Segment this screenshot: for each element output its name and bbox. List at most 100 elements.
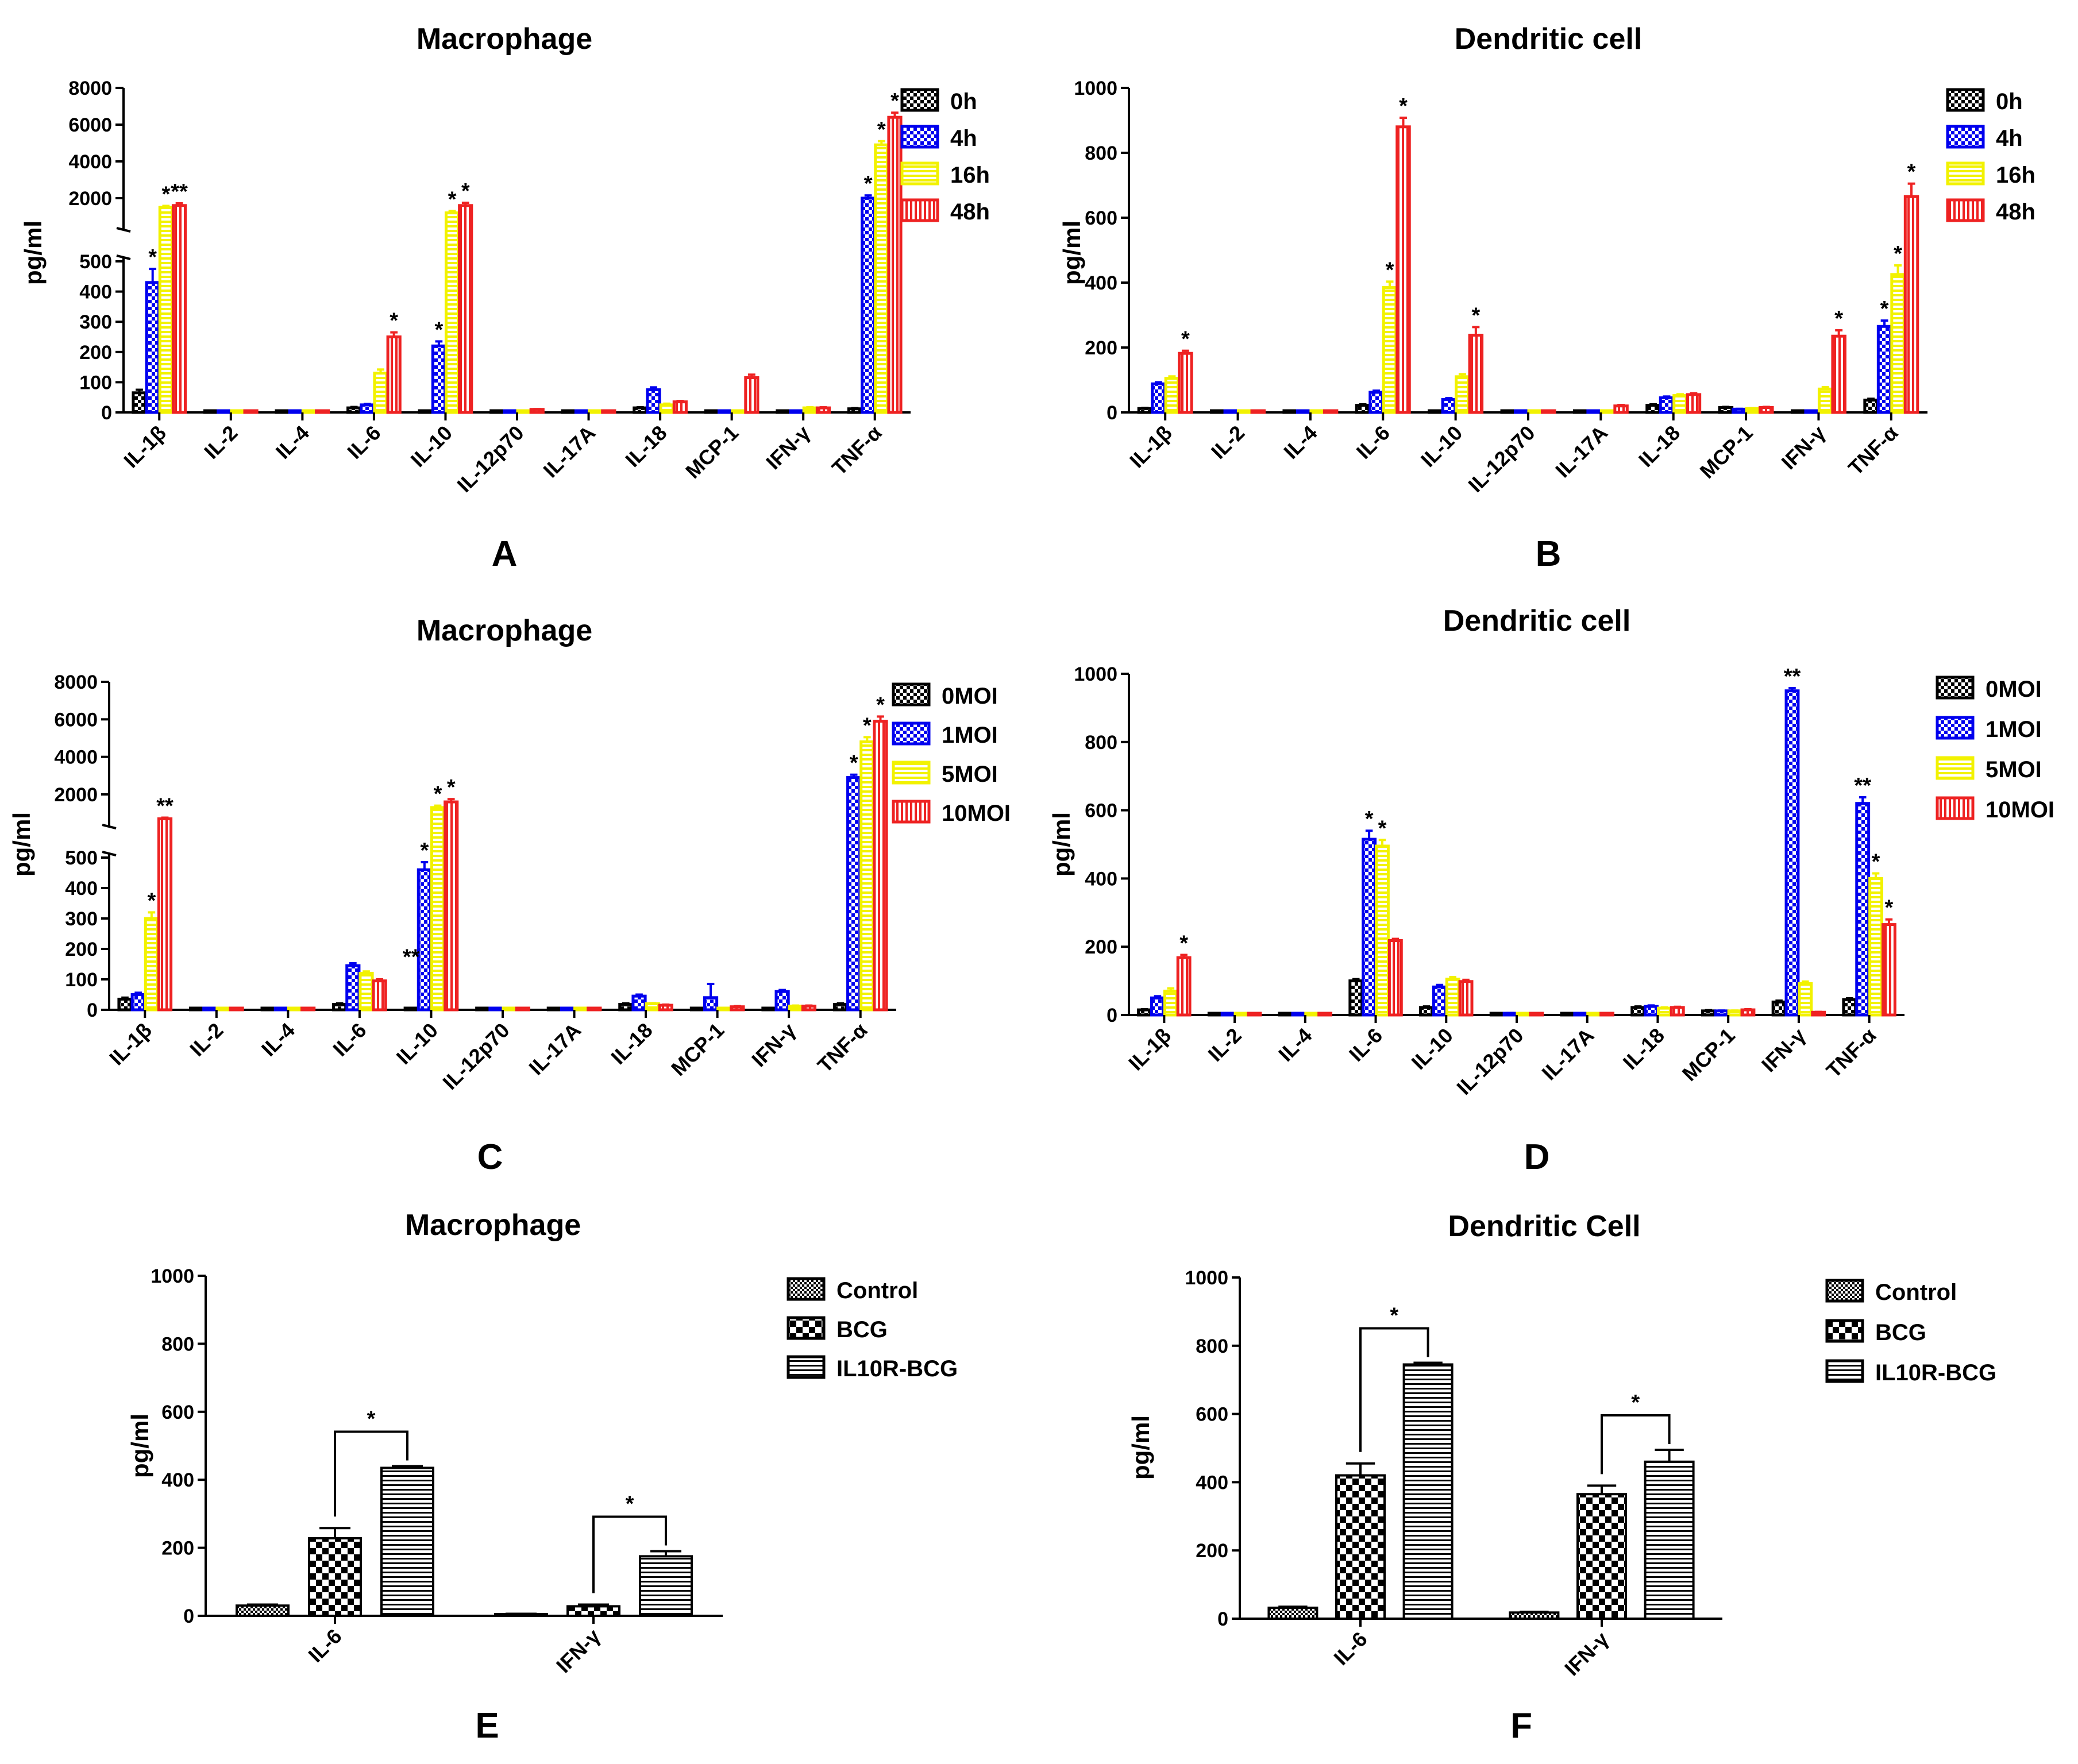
bar-10MOI-IL-1β bbox=[157, 817, 173, 1012]
x-tick-label: IL-17A bbox=[538, 421, 600, 483]
legend-label: 10MOI bbox=[1986, 797, 2054, 823]
y-tick-label: 0 bbox=[1107, 402, 1117, 424]
bar-5MOI-IFN-γ bbox=[1798, 982, 1813, 1017]
significance-star: ** bbox=[156, 794, 174, 819]
legend-label: Control bbox=[1875, 1280, 1957, 1305]
significance-star: * bbox=[1378, 816, 1387, 840]
significance-star: * bbox=[390, 309, 398, 333]
panel-letter: A bbox=[492, 534, 518, 574]
bar-4h-IL-17A bbox=[1586, 409, 1602, 414]
y-tick-label: 0 bbox=[183, 1605, 194, 1627]
bar-48h-IL-18 bbox=[672, 400, 688, 414]
bar-0h-IL-2 bbox=[1210, 409, 1225, 414]
bar-1MOI-IL-17A bbox=[560, 1006, 576, 1012]
bar-16h-IL-2 bbox=[230, 409, 245, 414]
bar-4h-IL-4 bbox=[1296, 409, 1312, 414]
legend-label: 0MOI bbox=[1986, 677, 2042, 702]
significance-star: * bbox=[448, 187, 457, 211]
y-axis-label: pg/ml bbox=[20, 221, 47, 285]
legend-label: 5MOI bbox=[1986, 757, 2042, 782]
legend-swatch bbox=[1936, 756, 1975, 780]
chart-title: Dendritic Cell bbox=[1448, 1210, 1640, 1243]
bar-48h-IL-1β bbox=[171, 204, 187, 414]
x-tick-label: IL-18 bbox=[1618, 1024, 1669, 1074]
legend-swatch bbox=[900, 88, 939, 112]
x-tick-label: IL-12p70 bbox=[1463, 421, 1539, 497]
legend-swatch bbox=[1946, 198, 1985, 222]
legend-label: 1MOI bbox=[942, 723, 998, 748]
significance-star: * bbox=[1885, 896, 1894, 920]
significance-star: * bbox=[1179, 931, 1188, 955]
significance-star: * bbox=[1181, 327, 1190, 352]
bar-0h-MCP-1 bbox=[1718, 406, 1734, 414]
y-tick-label: 8000 bbox=[54, 671, 98, 693]
bar-5MOI-TNF-α bbox=[859, 740, 875, 1012]
bar-0MOI-IFN-γ bbox=[1771, 1000, 1787, 1017]
legend-swatch bbox=[892, 721, 931, 746]
bar-0MOI-TNF-α bbox=[832, 1002, 849, 1012]
bar-0h-IL-12p70 bbox=[1500, 409, 1516, 414]
legend-label: Control bbox=[836, 1278, 918, 1303]
legend-swatch bbox=[892, 682, 931, 707]
y-tick-label: 600 bbox=[1196, 1404, 1228, 1426]
significance-star: * bbox=[147, 889, 156, 913]
y-tick-label: 0 bbox=[1107, 1005, 1117, 1026]
bar-BCG-IFN-γ bbox=[566, 1605, 620, 1618]
significance-star: * bbox=[1471, 303, 1480, 327]
axis-break-mark bbox=[116, 227, 131, 233]
bar-48h-IL-2 bbox=[1250, 409, 1266, 414]
legend-swatch bbox=[787, 1355, 826, 1379]
chart-title: Dendritic cell bbox=[1455, 22, 1643, 56]
bar-16h-IL-10 bbox=[444, 211, 460, 414]
bar-4h-IL-18 bbox=[646, 388, 661, 414]
significance-bracket bbox=[1359, 1327, 1429, 1452]
significance-star: * bbox=[434, 318, 443, 342]
y-tick-label: 500 bbox=[65, 847, 98, 869]
bar-4h-TNF-α bbox=[861, 196, 876, 414]
bar-48h-IFN-γ bbox=[815, 406, 831, 414]
bar-Control-IL-6 bbox=[1267, 1606, 1318, 1620]
legend-swatch bbox=[1936, 716, 1975, 740]
significance-star: * bbox=[148, 245, 157, 269]
bar-5MOI-IL-12p70 bbox=[1516, 1012, 1531, 1017]
x-tick-label: IL-2 bbox=[1203, 1024, 1246, 1066]
legend-swatch bbox=[1825, 1279, 1864, 1303]
bar-4h-IL-10 bbox=[1441, 397, 1457, 414]
chart-panels: MacrophageApg/ml010020030040050020004000… bbox=[8, 22, 2054, 1746]
bar-4h-IL-10 bbox=[431, 344, 446, 414]
significance-star: * bbox=[447, 775, 456, 800]
bar-10MOI-IL-17A bbox=[1599, 1012, 1614, 1017]
bar-0MOI-TNF-α bbox=[1842, 998, 1857, 1017]
bar-0h-IFN-γ bbox=[1790, 409, 1806, 414]
legend-swatch bbox=[900, 161, 939, 186]
significance-bracket bbox=[592, 1515, 667, 1593]
bar-0MOI-IL-2 bbox=[188, 1006, 205, 1012]
legend-label: 0h bbox=[950, 89, 977, 114]
legend-label: 4h bbox=[950, 126, 977, 151]
significance-star: * bbox=[1631, 1391, 1640, 1415]
bar-5MOI-IL-10 bbox=[430, 806, 446, 1012]
bar-4h-MCP-1 bbox=[717, 409, 733, 414]
bar-5MOI-TNF-α bbox=[1868, 877, 1884, 1017]
significance-star: * bbox=[461, 179, 470, 203]
bar-4h-IFN-γ bbox=[789, 409, 804, 414]
bar-4h-IL-1β bbox=[145, 281, 160, 414]
y-tick-label: 800 bbox=[1085, 142, 1117, 164]
bar-0h-IFN-γ bbox=[776, 409, 791, 414]
bar-0h-IL-4 bbox=[275, 409, 290, 414]
x-tick-label: IL-2 bbox=[1206, 421, 1249, 464]
bar-1MOI-IL-1β bbox=[1150, 996, 1165, 1017]
bar-5MOI-IL-17A bbox=[1586, 1012, 1602, 1017]
y-tick-label: 400 bbox=[79, 281, 112, 303]
y-axis-label: pg/ml bbox=[8, 812, 35, 877]
significance-star: * bbox=[1894, 242, 1902, 266]
significance-star: ** bbox=[1854, 774, 1871, 798]
bar-1MOI-IL-18 bbox=[631, 994, 647, 1012]
legend-swatch bbox=[1825, 1319, 1864, 1343]
bar-5MOI-IL-4 bbox=[287, 1006, 303, 1012]
y-tick-label: 600 bbox=[161, 1402, 194, 1423]
legend-swatch bbox=[892, 761, 931, 785]
bar-1MOI-IL-4 bbox=[1291, 1012, 1306, 1017]
bar-16h-IFN-γ bbox=[1817, 387, 1833, 414]
